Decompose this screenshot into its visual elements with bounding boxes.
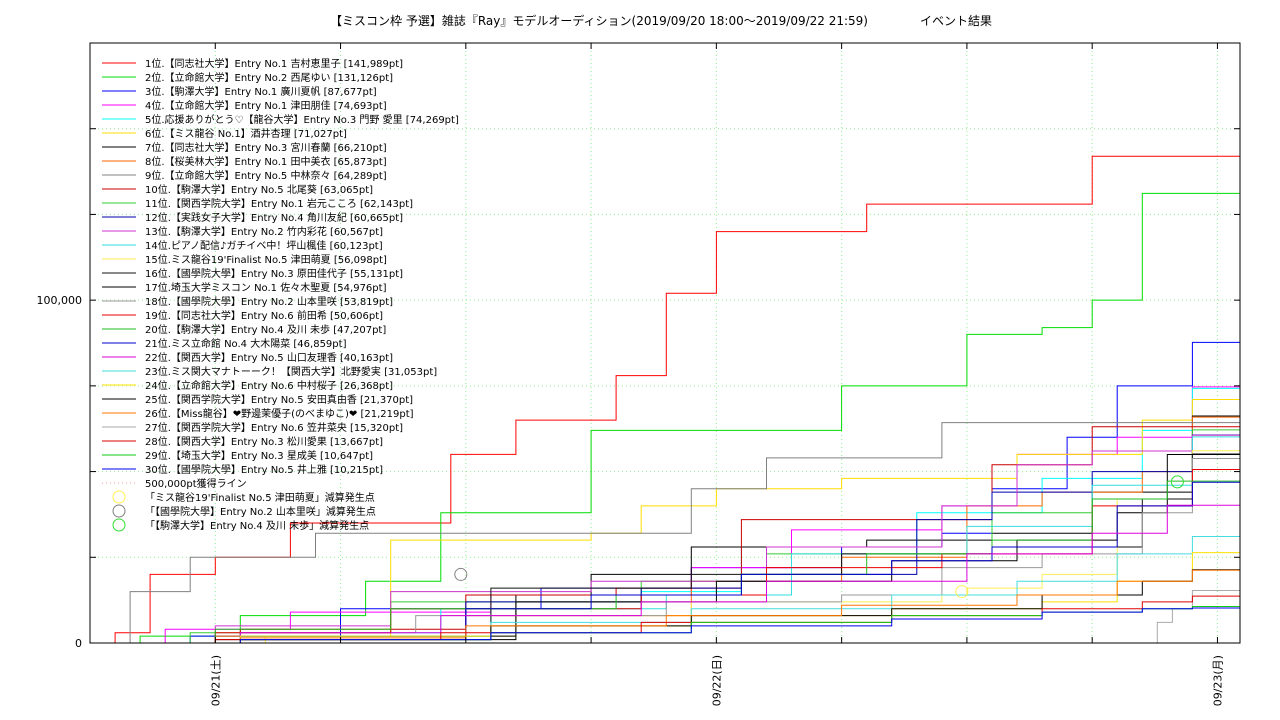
legend-entry-7: 7位.【同志社大学】Entry No.3 宮川春蘭 [66,210pt]: [145, 141, 387, 154]
legend: 1位.【同志社大学】Entry No.1 吉村恵里子 [141,989pt]2位…: [102, 57, 459, 532]
legend-entry-18: 18位.【國學院大學】Entry No.2 山本里咲 [53,819pt]: [145, 295, 393, 308]
series-line-1: [90, 155, 1240, 644]
chart-title: 【ミスコン枠 予選】雑誌『Ray』モデルオーディション(2019/09/20 1…: [330, 13, 868, 28]
marker-layer: [454, 475, 1184, 599]
series-layer: [90, 155, 1240, 644]
legend-entry-22: 22位.【関西大学】Entry No.5 山口友理香 [40,163pt]: [145, 351, 393, 364]
legend-entry-20: 20位.【駒澤大学】Entry No.4 及川 未歩 [47,207pt]: [145, 323, 386, 336]
legend-entry-4: 4位.【立命館大学】Entry No.1 津田朋佳 [74,693pt]: [145, 99, 387, 112]
legend-entry-2: 2位.【立命館大学】Entry No.2 西尾ゆい [131,126pt]: [145, 71, 393, 84]
legend-entry-12: 12位.【実践女子大学】Entry No.4 角川友紀 [60,665pt]: [145, 211, 403, 224]
series-line-25: [90, 569, 1240, 644]
legend-entry-14: 14位.ピアノ配信♪ガチイベ中！坪山楓佳 [60,123pt]: [145, 239, 383, 252]
legend-entry-5: 5位.応援ありがとう♡【龍谷大学】Entry No.3 門野 愛里 [74,26…: [145, 113, 459, 126]
legend-entry-reference: 500,000pt獲得ライン: [145, 477, 247, 490]
plot-frame: [89, 42, 1241, 644]
legend-entry-11: 11位.【関西学院大学】Entry No.1 岩元こころ [62,143pt]: [145, 197, 413, 210]
x-tick-label: 09/21(土): [209, 655, 222, 706]
legend-entry-15: 15位.ミス龍谷19'Finalist No.5 津田萌夏 [56,098pt]: [145, 253, 387, 266]
series-line-30: [90, 607, 1240, 644]
series-line-9: [90, 422, 1240, 644]
legend-entry-30: 30位.【國學院大學】Entry No.5 井上雅 [10,215pt]: [145, 463, 383, 476]
legend-entry-21: 21位.ミス立命館 No.4 大木陽菜 [46,859pt]: [145, 337, 347, 350]
series-line-4: [90, 386, 1240, 644]
legend-entry-marker-2: 「【國學院大學】Entry No.2 山本里咲」減算発生点: [145, 505, 376, 518]
grid: [90, 43, 1240, 643]
series-line-27: [90, 590, 1240, 644]
legend-entry-28: 28位.【関西大学】Entry No.3 松川愛果 [13,667pt]: [145, 435, 383, 448]
legend-entry-10: 10位.【駒澤大学】Entry No.5 北尾葵 [63,065pt]: [145, 183, 373, 196]
legend-entry-17: 17位.埼玉大学ミスコン No.1 佐々木聖夏 [54,976pt]: [145, 281, 387, 294]
legend-entry-8: 8位.【桜美林大学】Entry No.1 田中美衣 [65,873pt]: [145, 155, 387, 168]
series-line-26: [90, 569, 1240, 644]
y-tick-label: 0: [75, 637, 82, 650]
ticks: 0 100,000 09/21(土) 09/22(日) 09/23(月): [37, 43, 1240, 706]
y-tick-label: 100,000: [37, 294, 83, 307]
x-tick-label: 09/22(日): [710, 655, 723, 706]
legend-marker-swatch: [112, 518, 126, 532]
legend-entry-29: 29位.【埼玉大学】Entry No.3 星成美 [10,647pt]: [145, 449, 373, 462]
legend-entry-9: 9位.【立命館大学】Entry No.5 中林奈々 [64,289pt]: [145, 169, 387, 182]
legend-entry-marker-3: 「【駒澤大学】Entry No.4 及川 未歩」減算発生点: [145, 519, 369, 532]
legend-entry-13: 13位.【駒澤大学】Entry No.2 竹内彩花 [60,567pt]: [145, 225, 383, 238]
legend-entry-24: 24位.【立命館大学】Entry No.6 中村桜子 [26,368pt]: [145, 379, 393, 392]
legend-entry-3: 3位.【駒澤大学】Entry No.1 廣川夏帆 [87,677pt]: [145, 85, 377, 98]
x-tick-label: 09/23(月): [1211, 655, 1224, 706]
legend-marker-swatch: [112, 490, 126, 504]
legend-entry-27: 27位.【関西学院大学】Entry No.6 笠井菜央 [15,320pt]: [145, 421, 403, 434]
legend-entry-1: 1位.【同志社大学】Entry No.1 吉村恵里子 [141,989pt]: [145, 57, 403, 70]
decrement-marker-2: [454, 567, 468, 581]
legend-entry-6: 6位.【ミス龍谷 No.1】酒井杏理 [71,027pt]: [145, 127, 347, 140]
legend-entry-23: 23位.ミス関大マナトーーク！【関西大学】北野愛実 [31,053pt]: [145, 365, 437, 378]
legend-marker-swatch: [112, 504, 126, 518]
series-line-13: [90, 434, 1240, 644]
legend-entry-26: 26位.【Miss龍谷】❤野邊茉優子(のべまゆこ)❤ [21,219pt]: [145, 407, 414, 420]
chart-subtitle: イベント結果: [920, 14, 992, 28]
decrement-marker-3: [1170, 475, 1184, 489]
legend-entry-25: 25位.【関西学院大学】Entry No.5 安田真由香 [21,370pt]: [145, 393, 413, 406]
legend-entry-marker-1: 「ミス龍谷19'Finalist No.5 津田萌夏」減算発生点: [145, 491, 375, 504]
series-line-22: [90, 504, 1240, 644]
legend-entry-19: 19位.【同志社大学】Entry No.6 前田希 [50,606pt]: [145, 309, 383, 322]
series-line-20: [90, 480, 1240, 644]
series-line-23: [90, 536, 1240, 644]
decrement-marker-1: [955, 585, 969, 599]
legend-entry-16: 16位.【國學院大學】Entry No.3 原田佳代子 [55,131pt]: [145, 267, 403, 280]
